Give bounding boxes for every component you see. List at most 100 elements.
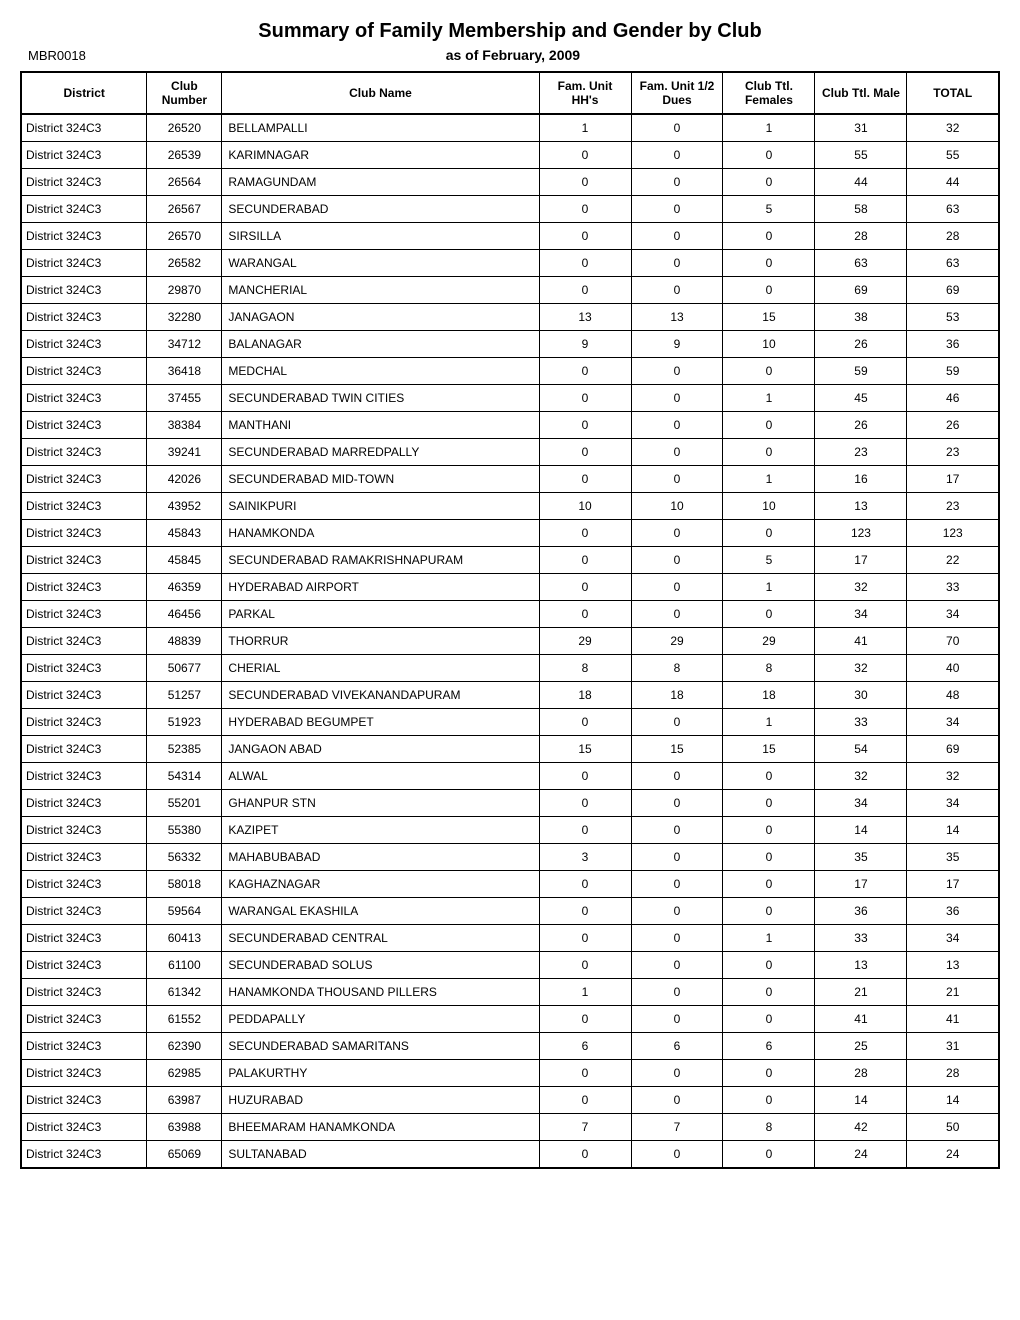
cell-club-name: MANCHERIAL xyxy=(222,277,539,304)
cell-male: 24 xyxy=(815,1141,907,1169)
cell-club-name: SECUNDERABAD CENTRAL xyxy=(222,925,539,952)
cell-fam-unit-hhs: 13 xyxy=(539,304,631,331)
cell-fam-unit-dues: 0 xyxy=(631,763,723,790)
cell-club-number: 34712 xyxy=(147,331,222,358)
cell-fam-unit-hhs: 0 xyxy=(539,1006,631,1033)
table-row: District 324C326539KARIMNAGAR0005555 xyxy=(21,142,999,169)
cell-fam-unit-hhs: 0 xyxy=(539,358,631,385)
cell-fam-unit-dues: 0 xyxy=(631,979,723,1006)
cell-fam-unit-dues: 0 xyxy=(631,952,723,979)
cell-fam-unit-hhs: 0 xyxy=(539,277,631,304)
cell-club-number: 37455 xyxy=(147,385,222,412)
cell-club-name: RAMAGUNDAM xyxy=(222,169,539,196)
cell-club-number: 50677 xyxy=(147,655,222,682)
cell-total: 33 xyxy=(907,574,999,601)
cell-fam-unit-dues: 10 xyxy=(631,493,723,520)
cell-females: 15 xyxy=(723,304,815,331)
cell-fam-unit-dues: 0 xyxy=(631,223,723,250)
cell-fam-unit-dues: 0 xyxy=(631,1087,723,1114)
cell-females: 29 xyxy=(723,628,815,655)
col-header-club-number: Club Number xyxy=(147,72,222,114)
cell-fam-unit-hhs: 0 xyxy=(539,412,631,439)
cell-district: District 324C3 xyxy=(21,412,147,439)
cell-club-name: SECUNDERABAD SAMARITANS xyxy=(222,1033,539,1060)
cell-club-name: HANAMKONDA xyxy=(222,520,539,547)
cell-club-name: KAZIPET xyxy=(222,817,539,844)
cell-total: 63 xyxy=(907,250,999,277)
cell-male: 34 xyxy=(815,601,907,628)
subtitle: as of February, 2009 xyxy=(26,47,1000,63)
cell-total: 28 xyxy=(907,223,999,250)
table-row: District 324C326582WARANGAL0006363 xyxy=(21,250,999,277)
cell-fam-unit-hhs: 0 xyxy=(539,574,631,601)
table-row: District 324C350677CHERIAL8883240 xyxy=(21,655,999,682)
cell-club-name: KARIMNAGAR xyxy=(222,142,539,169)
table-row: District 324C361552PEDDAPALLY0004141 xyxy=(21,1006,999,1033)
cell-club-number: 48839 xyxy=(147,628,222,655)
cell-fam-unit-dues: 0 xyxy=(631,277,723,304)
cell-club-number: 63988 xyxy=(147,1114,222,1141)
table-row: District 324C345845SECUNDERABAD RAMAKRIS… xyxy=(21,547,999,574)
cell-club-number: 56332 xyxy=(147,844,222,871)
cell-district: District 324C3 xyxy=(21,196,147,223)
cell-fam-unit-hhs: 0 xyxy=(539,1087,631,1114)
cell-male: 32 xyxy=(815,574,907,601)
cell-fam-unit-dues: 0 xyxy=(631,1060,723,1087)
cell-females: 18 xyxy=(723,682,815,709)
cell-females: 10 xyxy=(723,331,815,358)
table-row: District 324C362985PALAKURTHY0002828 xyxy=(21,1060,999,1087)
cell-females: 0 xyxy=(723,520,815,547)
cell-male: 42 xyxy=(815,1114,907,1141)
cell-females: 0 xyxy=(723,277,815,304)
cell-male: 17 xyxy=(815,547,907,574)
cell-district: District 324C3 xyxy=(21,844,147,871)
cell-club-number: 61100 xyxy=(147,952,222,979)
cell-male: 32 xyxy=(815,655,907,682)
cell-fam-unit-hhs: 0 xyxy=(539,871,631,898)
cell-club-name: CHERIAL xyxy=(222,655,539,682)
cell-females: 0 xyxy=(723,601,815,628)
cell-fam-unit-dues: 0 xyxy=(631,871,723,898)
cell-club-name: SIRSILLA xyxy=(222,223,539,250)
cell-fam-unit-hhs: 0 xyxy=(539,763,631,790)
cell-females: 0 xyxy=(723,250,815,277)
cell-club-name: WARANGAL xyxy=(222,250,539,277)
cell-district: District 324C3 xyxy=(21,1006,147,1033)
cell-male: 13 xyxy=(815,952,907,979)
table-row: District 324C326567SECUNDERABAD0055863 xyxy=(21,196,999,223)
col-header-females: Club Ttl. Females xyxy=(723,72,815,114)
cell-club-number: 60413 xyxy=(147,925,222,952)
cell-fam-unit-hhs: 0 xyxy=(539,142,631,169)
cell-district: District 324C3 xyxy=(21,790,147,817)
cell-male: 31 xyxy=(815,114,907,142)
cell-district: District 324C3 xyxy=(21,223,147,250)
cell-total: 32 xyxy=(907,114,999,142)
cell-females: 1 xyxy=(723,466,815,493)
cell-fam-unit-dues: 0 xyxy=(631,925,723,952)
cell-females: 0 xyxy=(723,223,815,250)
cell-club-name: SECUNDERABAD MID-TOWN xyxy=(222,466,539,493)
cell-club-number: 62390 xyxy=(147,1033,222,1060)
cell-females: 0 xyxy=(723,1060,815,1087)
cell-total: 34 xyxy=(907,790,999,817)
cell-females: 1 xyxy=(723,385,815,412)
cell-fam-unit-hhs: 8 xyxy=(539,655,631,682)
cell-females: 15 xyxy=(723,736,815,763)
cell-fam-unit-dues: 9 xyxy=(631,331,723,358)
cell-club-number: 55380 xyxy=(147,817,222,844)
cell-district: District 324C3 xyxy=(21,1060,147,1087)
cell-district: District 324C3 xyxy=(21,574,147,601)
cell-male: 58 xyxy=(815,196,907,223)
cell-total: 69 xyxy=(907,736,999,763)
cell-fam-unit-dues: 0 xyxy=(631,790,723,817)
cell-male: 26 xyxy=(815,412,907,439)
cell-club-number: 45843 xyxy=(147,520,222,547)
cell-district: District 324C3 xyxy=(21,466,147,493)
table-row: District 324C359564WARANGAL EKASHILA0003… xyxy=(21,898,999,925)
cell-fam-unit-hhs: 0 xyxy=(539,466,631,493)
cell-club-number: 26539 xyxy=(147,142,222,169)
cell-male: 41 xyxy=(815,1006,907,1033)
cell-total: 46 xyxy=(907,385,999,412)
cell-male: 41 xyxy=(815,628,907,655)
cell-fam-unit-hhs: 0 xyxy=(539,439,631,466)
